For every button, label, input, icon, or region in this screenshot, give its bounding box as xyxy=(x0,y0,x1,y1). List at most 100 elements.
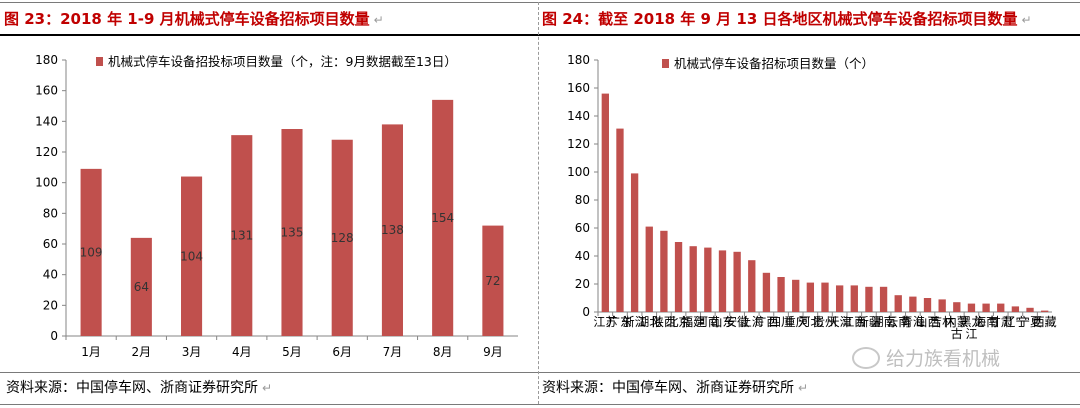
right-x-tick-label: 云南 xyxy=(886,314,910,329)
right-chart-title: 图 24：截至 2018 年 9 月 13 日各地区机械式停车设备招标项目数量 ↵ xyxy=(542,4,1078,34)
left-bar xyxy=(482,225,504,336)
left-data-label: 72 xyxy=(485,274,500,288)
left-data-label: 64 xyxy=(134,280,149,294)
left-bar-chart: 0 20 40 60 80 100 120 140 160 180 109 1月 64 2月 104 3月 13… xyxy=(35,53,518,359)
right-x-tick-label: 新疆 xyxy=(857,314,881,329)
right-x-tick-label: 内蒙 xyxy=(945,315,969,329)
right-y-tick-label: 120 xyxy=(567,137,590,151)
right-x-tick-label: 北京 xyxy=(667,315,691,329)
left-title-text: 图 23：2018 年 1-9 月机械式停车设备招标项目数量 xyxy=(4,10,370,28)
right-x-tick-label: 上海 xyxy=(740,314,764,329)
right-y-tick-label: 60 xyxy=(575,221,590,235)
left-y-tick-label: 160 xyxy=(35,84,58,98)
right-bar-chart: 0 20 40 60 80 100 120 140 160 180 江苏广东浙江湖北陕西北京福建河南… xyxy=(567,53,1057,341)
left-x-tick-label: 8月 xyxy=(433,345,453,359)
left-bar xyxy=(231,135,253,336)
right-x-tick-label: 江西 xyxy=(842,315,866,329)
left-y-tick-label: 40 xyxy=(43,268,58,282)
right-y-tick-label: 180 xyxy=(567,53,590,67)
right-bar xyxy=(879,286,888,312)
right-bar xyxy=(689,246,697,312)
right-legend-text: 机械式停车设备招标项目数量（个） xyxy=(674,56,874,71)
bottom-border xyxy=(0,404,1080,405)
right-bar xyxy=(923,298,932,312)
right-y-tick-label: 40 xyxy=(575,249,590,263)
right-source: 资料来源：中国停车网、浙商证券研究所 ↵ xyxy=(542,374,862,402)
source-divider xyxy=(0,372,1080,373)
right-source-text: 资料来源：中国停车网、浙商证券研究所 xyxy=(542,380,794,396)
wechat-icon xyxy=(852,346,880,369)
right-x-tick-label: 山东 xyxy=(710,315,734,329)
left-chart-title: 图 23：2018 年 1-9 月机械式停车设备招标项目数量 ↵ xyxy=(4,4,534,34)
right-x-tick-label: 河北 xyxy=(798,315,822,329)
left-y-tick-label: 60 xyxy=(43,237,58,251)
left-x-tick-label: 7月 xyxy=(383,345,403,359)
right-chart-area: 0 20 40 60 80 100 120 140 160 180 江苏 广东 浙江 湖北 陕西 北京 福建 河南… xyxy=(540,38,1080,370)
left-data-label: 154 xyxy=(431,211,454,225)
right-y-tick-label: 20 xyxy=(575,277,590,291)
right-bar xyxy=(894,295,902,312)
right-x-tick-label: 天津 xyxy=(828,315,852,329)
right-x-tick-label: 陕西 xyxy=(652,314,676,329)
right-y-tick-label: 100 xyxy=(567,165,590,179)
right-x-tick-label: 安徽 xyxy=(725,314,749,329)
right-bar xyxy=(777,277,785,312)
right-x-tick-label: 海南 xyxy=(974,314,998,329)
left-y-tick-label: 0 xyxy=(50,329,58,343)
left-legend-text: 机械式停车设备招投标项目数量（个，注：9月数据截至13日） xyxy=(108,54,457,69)
right-bar xyxy=(835,285,844,312)
right-bar xyxy=(982,303,990,312)
right-x-tick-label: 贵州 xyxy=(813,315,837,329)
right-x-tick-label: 黑龙 xyxy=(959,315,983,329)
left-source: 资料来源：中国停车网、浙商证券研究所 ↵ xyxy=(6,374,526,402)
left-x-tick-label: 9月 xyxy=(483,345,503,359)
right-bar xyxy=(733,251,741,312)
right-x-tick-label: 重庆 xyxy=(784,315,808,329)
right-bar xyxy=(1011,306,1020,312)
right-bar xyxy=(821,282,829,312)
top-border xyxy=(0,2,1080,3)
right-bar xyxy=(953,302,961,312)
right-bar xyxy=(909,296,917,312)
left-data-label: 138 xyxy=(381,223,404,237)
left-y-tick-label: 140 xyxy=(35,114,58,128)
watermark-text: 给力族看机械 xyxy=(886,348,1001,370)
right-bar xyxy=(850,285,858,312)
left-y-tick-label: 80 xyxy=(43,206,58,220)
title-underline xyxy=(0,34,1080,36)
right-bar xyxy=(748,260,756,312)
left-data-label: 109 xyxy=(80,245,103,259)
left-x-tick-label: 2月 xyxy=(132,345,152,359)
right-x-tick-label: 江苏 xyxy=(593,315,617,329)
left-data-label: 131 xyxy=(230,229,253,243)
right-x-tick-label: 广西 xyxy=(754,315,778,329)
right-bar xyxy=(967,303,976,312)
right-x-tick-label: 西藏 xyxy=(1033,315,1057,329)
right-x-tick-label: 辽宁 xyxy=(1003,314,1027,329)
right-bar xyxy=(806,282,815,312)
right-bar xyxy=(938,299,946,312)
right-x-tick-label: 河南 xyxy=(696,314,720,329)
left-source-text: 资料来源：中国停车网、浙商证券研究所 xyxy=(6,380,258,396)
right-bar xyxy=(762,272,771,312)
right-x-tick-label: 甘肃 xyxy=(989,315,1013,329)
left-x-tick-label: 4月 xyxy=(232,345,252,359)
right-x-tick-label: 广东 xyxy=(608,315,632,329)
left-source-mark: ↵ xyxy=(262,381,273,395)
left-bar xyxy=(331,139,353,336)
right-y-tick-label: 140 xyxy=(567,109,590,123)
watermark: 给力族看机械 xyxy=(852,344,1000,374)
right-title-text: 图 24：截至 2018 年 9 月 13 日各地区机械式停车设备招标项目数量 xyxy=(542,10,1018,28)
right-bar xyxy=(674,242,683,312)
left-x-tick-label: 3月 xyxy=(182,345,202,359)
left-y-tick-label: 120 xyxy=(35,145,58,159)
right-x-tick-label: 浙江 xyxy=(623,315,647,329)
left-y-tick-label: 20 xyxy=(43,298,58,312)
right-title-mark: ↵ xyxy=(1021,13,1032,27)
right-x-tick-label: 古 xyxy=(951,326,963,341)
right-y-tick-label: 80 xyxy=(575,193,590,207)
right-bar xyxy=(660,230,668,312)
right-x-tick-label: 山西 xyxy=(916,315,940,329)
right-legend-swatch xyxy=(662,59,669,68)
